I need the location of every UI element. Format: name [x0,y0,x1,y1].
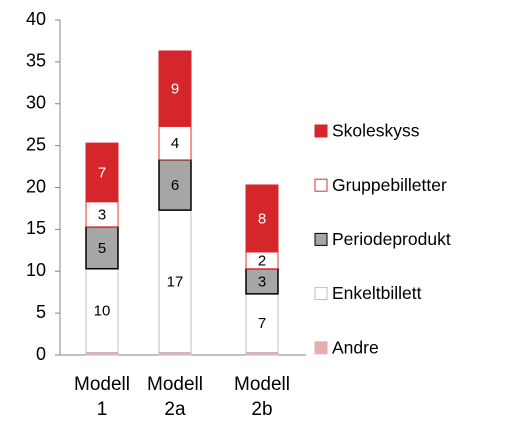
data-label: 17 [167,273,184,290]
legend-swatch [314,124,328,138]
data-label: 7 [98,164,106,181]
data-label: 3 [98,206,106,223]
legend-swatch [314,287,328,301]
data-label: 3 [258,273,266,290]
y-tick-label: 0 [36,344,46,364]
legend-label: Periodeprodukt [332,229,451,249]
y-tick-label: 25 [26,134,46,154]
y-tick-label: 40 [26,9,46,29]
y-tick-label: 5 [36,302,46,322]
data-label: 4 [171,135,179,152]
y-tick-label: 10 [26,260,46,280]
data-label: 2 [258,252,266,269]
legend-label: Andre [332,337,379,357]
x-tick-label: Modell 2b [234,374,290,420]
legend-label: Skoleskyss [332,121,420,141]
data-label: 6 [171,177,179,194]
bar-segment [158,125,192,161]
legend-swatch [314,178,328,192]
bar-segment [245,267,279,295]
data-label: 10 [94,303,111,320]
legend-swatch [314,232,328,246]
bar-segment [158,159,192,211]
y-tick-label: 35 [26,51,46,71]
bar-segment [85,226,119,270]
x-tick-label: Modell 1 [74,374,130,420]
legend-label: Enkeltbillett [332,283,422,303]
y-tick-label: 20 [26,176,46,196]
bar-segment [245,184,279,253]
y-tick-label: 30 [26,93,46,113]
x-tick-label: Modell 2a [147,374,203,420]
bar-segment [158,209,192,353]
bar-segment [158,50,192,127]
data-label: 5 [98,240,106,257]
data-label: 8 [258,210,266,227]
data-label: 7 [258,315,266,332]
bar-segment [245,293,279,353]
bar-segment [85,201,119,228]
bar-segment [85,142,119,203]
legend-swatch [314,341,328,355]
data-label: 9 [171,81,179,98]
legend-label: Gruppebilletter [332,175,447,195]
y-tick-label: 15 [26,218,46,238]
